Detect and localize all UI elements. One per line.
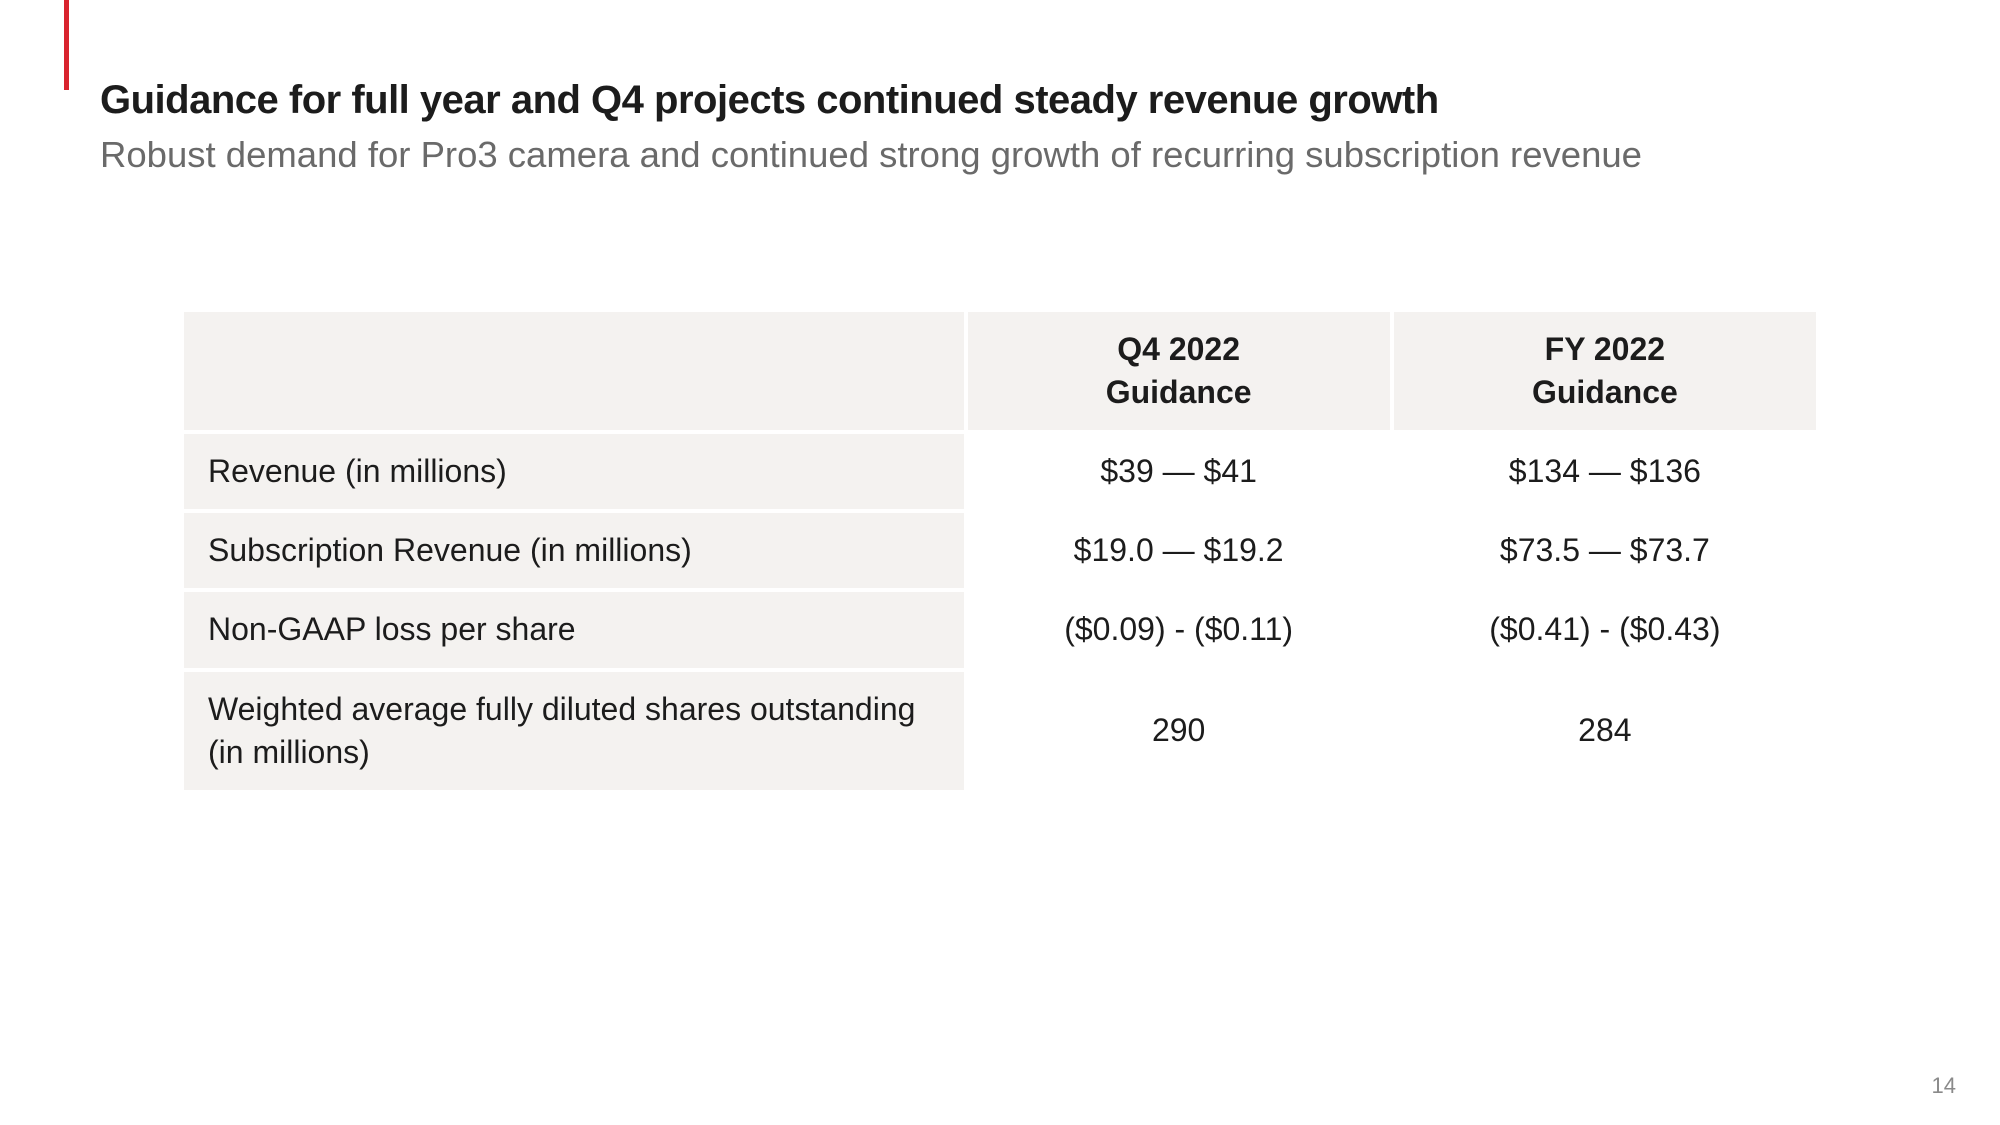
metric-fy: 284 <box>1394 672 1816 790</box>
page-title: Guidance for full year and Q4 projects c… <box>100 76 1900 124</box>
metric-q4: ($0.09) - ($0.11) <box>968 592 1390 667</box>
metric-q4: 290 <box>968 672 1390 790</box>
page-subtitle: Robust demand for Pro3 camera and contin… <box>100 132 1900 178</box>
metric-fy: ($0.41) - ($0.43) <box>1394 592 1816 667</box>
table-row: Weighted average fully diluted shares ou… <box>184 672 1816 790</box>
table-header-row: Q4 2022 Guidance FY 2022 Guidance <box>184 312 1816 430</box>
accent-bar <box>64 0 69 90</box>
table-header-fy: FY 2022 Guidance <box>1394 312 1816 430</box>
guidance-table-wrap: Q4 2022 Guidance FY 2022 Guidance Revenu… <box>100 308 1900 794</box>
metric-label: Revenue (in millions) <box>184 434 964 509</box>
metric-label: Weighted average fully diluted shares ou… <box>184 672 964 790</box>
table-row: Revenue (in millions) $39 — $41 $134 — $… <box>184 434 1816 509</box>
table-header-q4: Q4 2022 Guidance <box>968 312 1390 430</box>
metric-q4: $19.0 — $19.2 <box>968 513 1390 588</box>
metric-label: Subscription Revenue (in millions) <box>184 513 964 588</box>
table-row: Non-GAAP loss per share ($0.09) - ($0.11… <box>184 592 1816 667</box>
table-row: Subscription Revenue (in millions) $19.0… <box>184 513 1816 588</box>
metric-label: Non-GAAP loss per share <box>184 592 964 667</box>
slide-content: Guidance for full year and Q4 projects c… <box>100 76 1900 794</box>
guidance-table: Q4 2022 Guidance FY 2022 Guidance Revenu… <box>180 308 1820 794</box>
metric-fy: $134 — $136 <box>1394 434 1816 509</box>
table-header-blank <box>184 312 964 430</box>
metric-q4: $39 — $41 <box>968 434 1390 509</box>
metric-fy: $73.5 — $73.7 <box>1394 513 1816 588</box>
page-number: 14 <box>1932 1073 1956 1099</box>
